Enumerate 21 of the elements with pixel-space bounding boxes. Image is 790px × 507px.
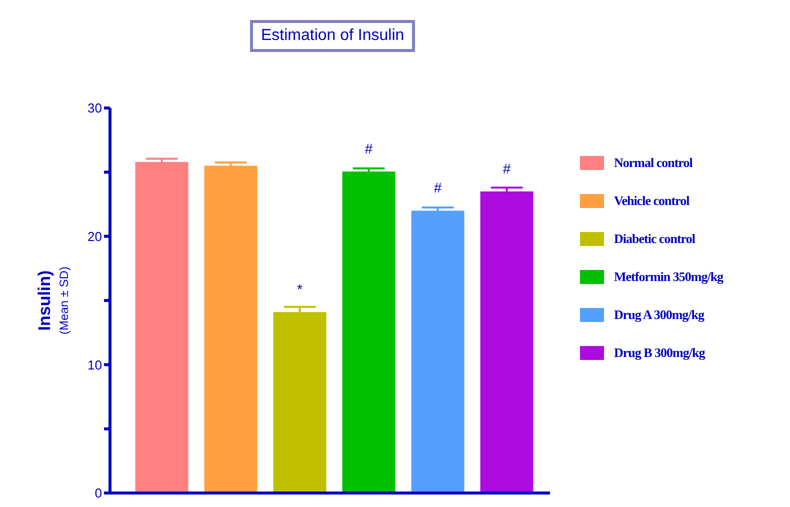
y-tick-label: 0 <box>94 486 102 501</box>
chart-title: Estimation of Insulin <box>250 20 416 52</box>
bar <box>342 172 396 493</box>
bar <box>135 162 188 493</box>
y-axis-title: Insulin) <box>35 270 54 331</box>
data-label: * <box>297 281 304 298</box>
y-tick-label: 20 <box>88 228 102 244</box>
legend-label: Normal control <box>614 154 692 170</box>
y-tick-label: 10 <box>88 357 102 372</box>
legend-label: Drug B 300mg/kg <box>614 344 705 360</box>
legend-label: Drug A 300mg/kg <box>614 306 704 322</box>
data-label: # <box>502 160 511 176</box>
bar <box>411 210 464 493</box>
bar <box>204 166 258 493</box>
data-label: # <box>364 140 373 157</box>
text: (Mean ± SD) <box>57 266 71 334</box>
data-label: # <box>434 180 442 196</box>
legend-label: Diabetic control <box>614 230 695 246</box>
legend-label: Metformin 350mg/kg <box>614 268 724 284</box>
y-tick-label: 30 <box>88 100 102 116</box>
legend-label: Vehicle control <box>614 192 690 208</box>
